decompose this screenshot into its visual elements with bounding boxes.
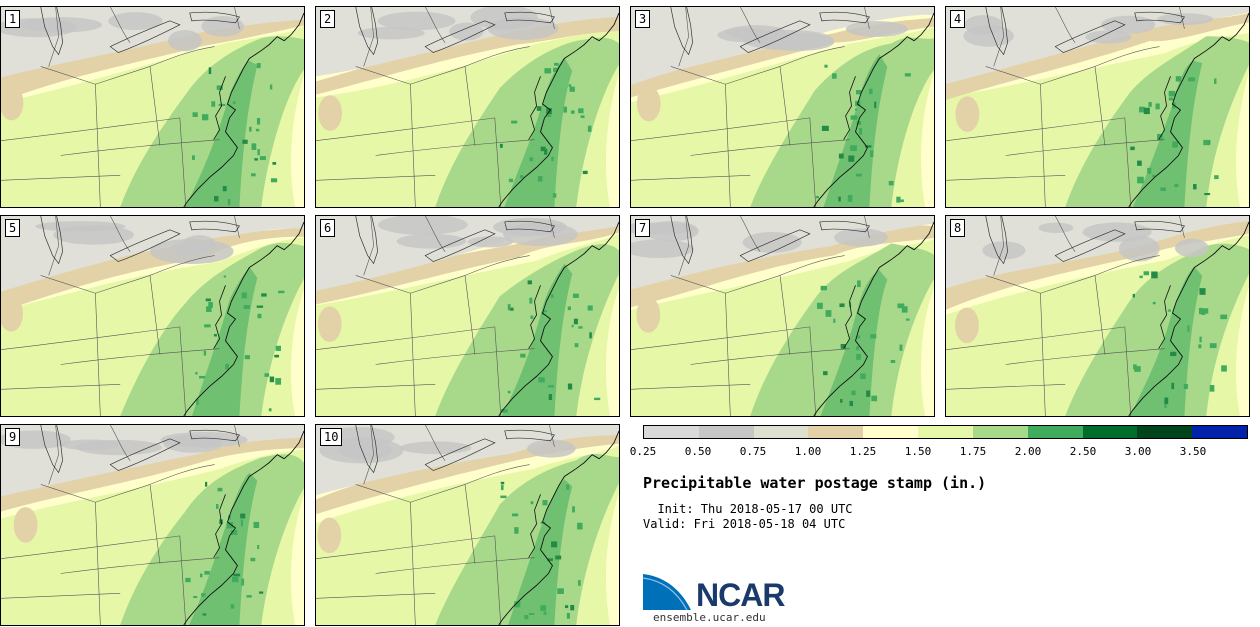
colorbar-tick-label: 2.50 xyxy=(1069,445,1097,458)
panel-number: 7 xyxy=(635,219,651,237)
panel-number: 2 xyxy=(320,10,336,28)
stamp-panel-5: 5 xyxy=(0,215,305,417)
colorbar-segment xyxy=(1137,426,1193,438)
precip-map xyxy=(316,216,619,416)
colorbar-tick-label: 3.50 xyxy=(1179,445,1207,458)
colorbar-segment xyxy=(1027,426,1083,438)
precip-map xyxy=(1,216,304,416)
precip-map xyxy=(1,7,304,207)
panel-number: 3 xyxy=(635,10,651,28)
panel-number: 5 xyxy=(5,219,21,237)
chart-title: Precipitable water postage stamp (in.) xyxy=(643,474,987,492)
colorbar-segment xyxy=(918,426,973,438)
stamp-panel-3: 3 xyxy=(630,6,935,208)
logo-url: ensemble.ucar.edu xyxy=(653,611,766,624)
stamp-panel-8: 8 xyxy=(945,215,1250,417)
stamp-panel-10: 10 xyxy=(315,424,620,626)
ncar-logo: NCAR ensemble.ucar.edu xyxy=(643,570,803,624)
precip-map xyxy=(946,7,1249,207)
panel-number: 8 xyxy=(950,219,966,237)
colorbar-tick-label: 1.25 xyxy=(849,445,877,458)
time-info: Init: Thu 2018-05-17 00 UTC Valid: Fri 2… xyxy=(643,502,853,532)
ncar-wordmark: NCAR xyxy=(696,577,785,613)
precip-map xyxy=(631,216,934,416)
colorbar-segment xyxy=(1082,426,1138,438)
colorbar-ticks: 0.25 0.50 0.75 1.00 1.25 1.50 1.75 2.00 2.50 3.00… xyxy=(630,445,1248,459)
stamp-panel-9: 9 xyxy=(0,424,305,626)
panel-number: 1 xyxy=(5,10,21,28)
precip-map xyxy=(316,7,619,207)
stamp-panel-6: 6 xyxy=(315,215,620,417)
colorbar-tick-label: 2.00 xyxy=(1014,445,1042,458)
colorbar-segment xyxy=(644,426,699,438)
stamp-panel-1: 1 xyxy=(0,6,305,208)
precip-map xyxy=(316,425,619,625)
init-time: Init: Thu 2018-05-17 00 UTC xyxy=(643,502,853,516)
colorbar-segment xyxy=(698,426,754,438)
colorbar-segment xyxy=(753,426,809,438)
ncar-swoosh-icon xyxy=(643,570,694,611)
colorbar-tick-label: 3.00 xyxy=(1124,445,1152,458)
colorbar-tick-label: 0.50 xyxy=(684,445,712,458)
panel-number: 9 xyxy=(5,428,21,446)
colorbar xyxy=(643,425,1248,439)
stamp-panel-4: 4 xyxy=(945,6,1250,208)
colorbar-tick-label: 0.75 xyxy=(739,445,767,458)
panel-number: 6 xyxy=(320,219,336,237)
stamp-panel-2: 2 xyxy=(315,6,620,208)
precip-map xyxy=(946,216,1249,416)
stamp-panel-7: 7 xyxy=(630,215,935,417)
precip-map xyxy=(1,425,304,625)
colorbar-segment xyxy=(863,426,919,438)
colorbar-segment xyxy=(808,426,864,438)
colorbar-tick-label: 0.25 xyxy=(629,445,657,458)
panel-number: 4 xyxy=(950,10,966,28)
colorbar-tick-label: 1.75 xyxy=(959,445,987,458)
colorbar-tick-label: 1.00 xyxy=(794,445,822,458)
panel-number: 10 xyxy=(320,428,343,446)
colorbar-tick-label: 1.50 xyxy=(904,445,932,458)
precip-map xyxy=(631,7,934,207)
colorbar-segment xyxy=(972,426,1028,438)
colorbar-segment xyxy=(1192,426,1247,438)
valid-time: Valid: Fri 2018-05-18 04 UTC xyxy=(643,517,846,531)
